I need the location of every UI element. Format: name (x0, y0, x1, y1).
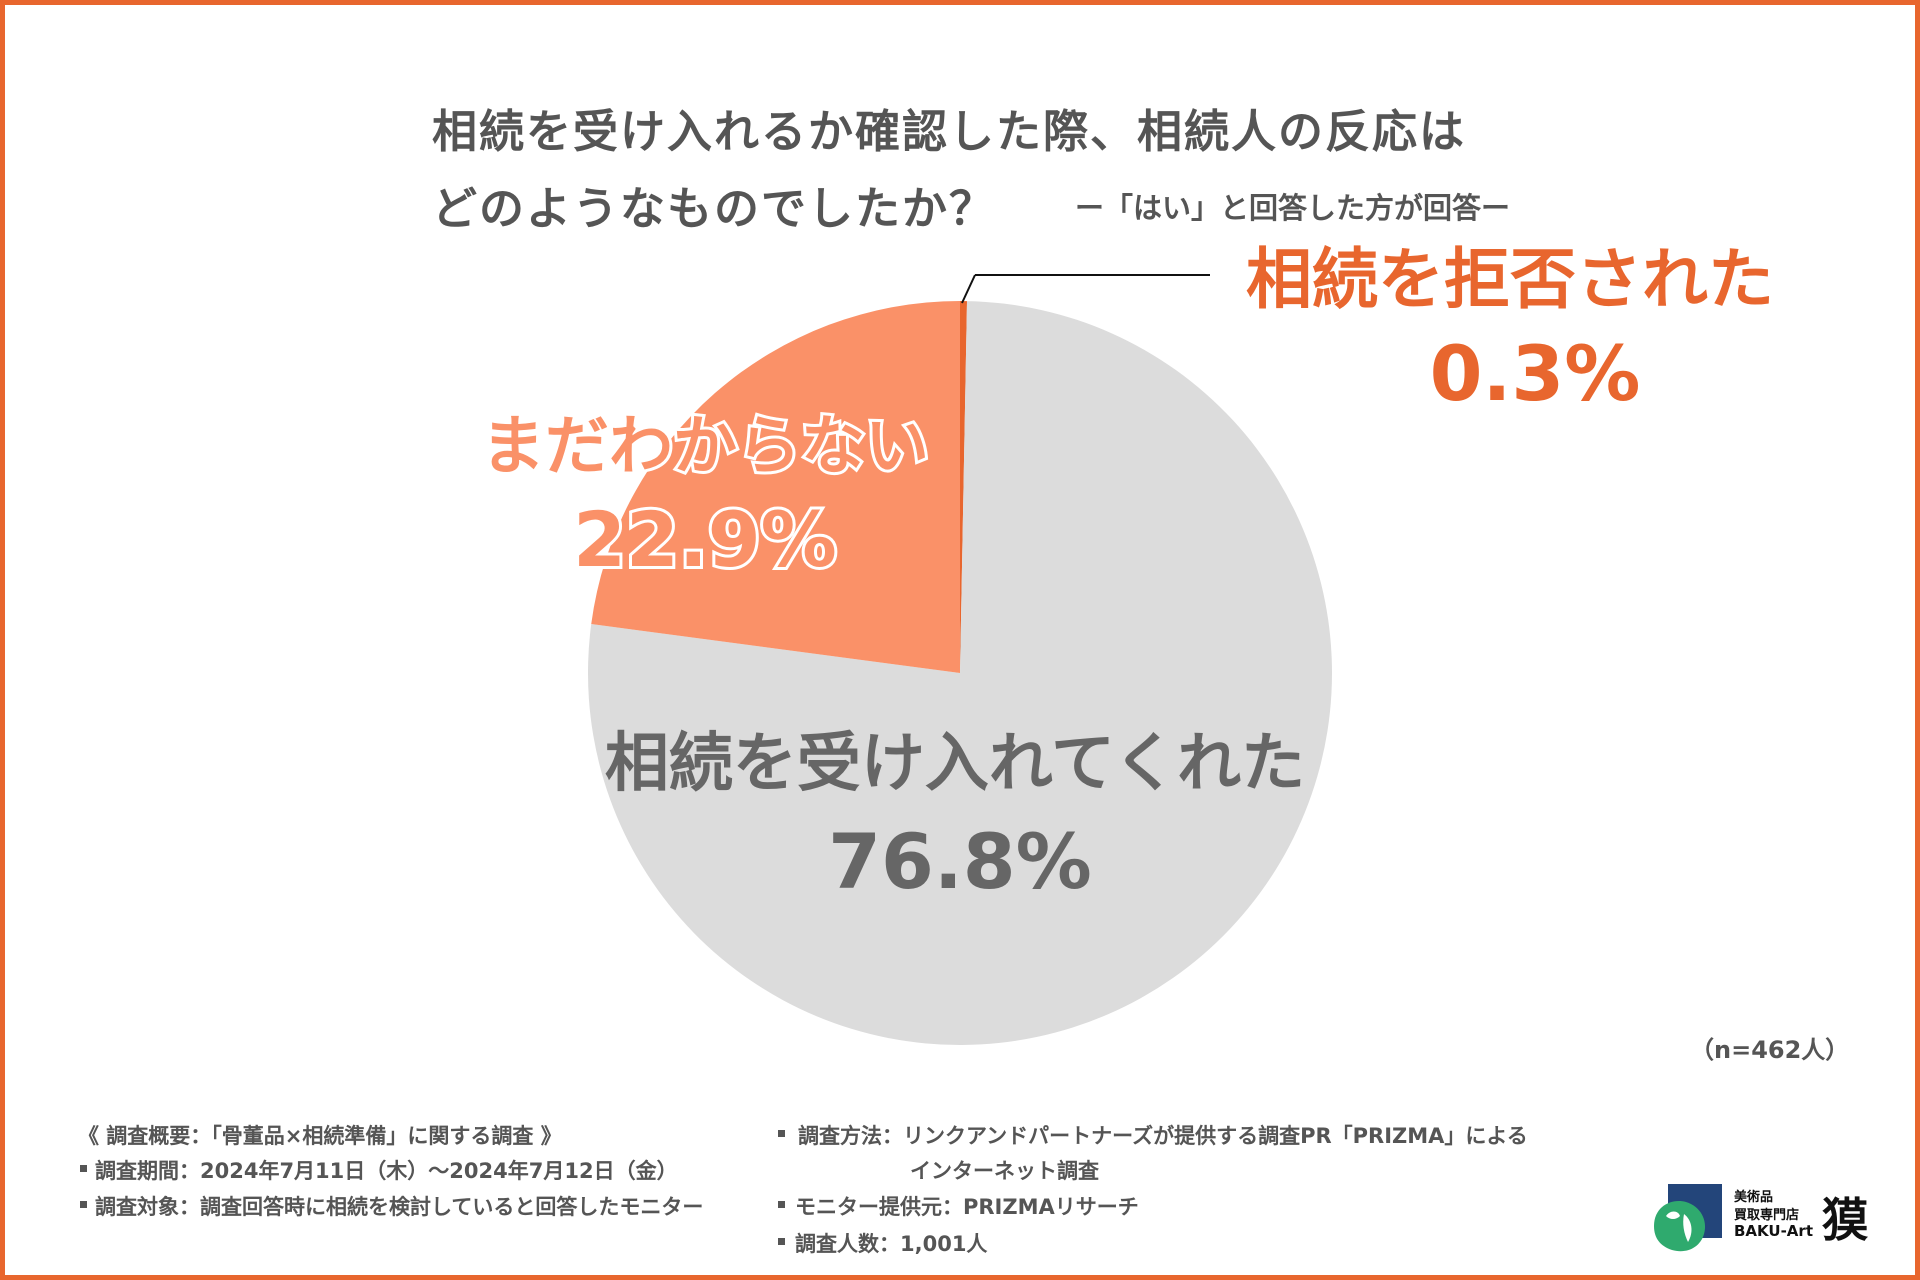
accepted-value-label: 76.8% (828, 817, 1092, 906)
chart-title-line1: 相続を受け入れるか確認した際、相続人の反応は (432, 105, 1467, 158)
footer-method-line1: 調査方法：リンクアンドパートナーズが提供する調査PR「PRIZMA」による (798, 1124, 1528, 1148)
refused-label: 相続を拒否された (1246, 241, 1774, 318)
refused-value-label: 0.3% (1430, 329, 1641, 418)
logo-text-line3: BAKU-Art (1734, 1222, 1813, 1240)
logo-kanji: 獏 (1822, 1193, 1868, 1247)
undecided-label: まだわからない (481, 410, 929, 484)
footer-bullet (778, 1201, 785, 1208)
baku-logo-icon (1654, 1184, 1722, 1252)
footer-period: 調査期間：2024年7月11日（木）～2024年7月12日（金） (95, 1159, 678, 1183)
chart-title-line2: どのようなものでしたか？ (432, 182, 997, 235)
pie-slices (588, 300, 1333, 1046)
refused-slice (960, 301, 968, 673)
footer-bullet (778, 1130, 785, 1137)
chart-subtitle: ー「はい」と回答した方が回答ー (1075, 191, 1511, 225)
footer-target: 調査対象：調査回答時に相続を検討していると回答したモニター (95, 1195, 704, 1219)
accepted-slice (588, 301, 1333, 1046)
footer-bullet (80, 1165, 87, 1172)
logo-text-line2: 買取専門店 (1734, 1208, 1800, 1223)
footer-respondents: 調査人数：1,001人 (795, 1232, 988, 1256)
refused-leader-line (961, 274, 976, 304)
footer-overview: 《 調査概要：「骨董品×相続準備」に関する調査 》 (78, 1124, 562, 1148)
undecided-slice (591, 300, 960, 673)
footer-provider: モニター提供元：PRIZMAリサーチ (795, 1195, 1139, 1219)
logo-text-line1: 美術品 (1734, 1190, 1774, 1205)
sample-size-note: （n=462人） (1690, 1036, 1850, 1064)
footer-bullet (778, 1238, 785, 1245)
accepted-label: 相続を受け入れてくれた (605, 727, 1305, 801)
footer-method-line2: インターネット調査 (910, 1159, 1099, 1183)
undecided-value-label: 22.9% (573, 495, 837, 584)
baku-art-logo: 美術品 買取専門店 BAKU-Art 獏 (1650, 1180, 1868, 1256)
footer-bullet (80, 1201, 87, 1208)
